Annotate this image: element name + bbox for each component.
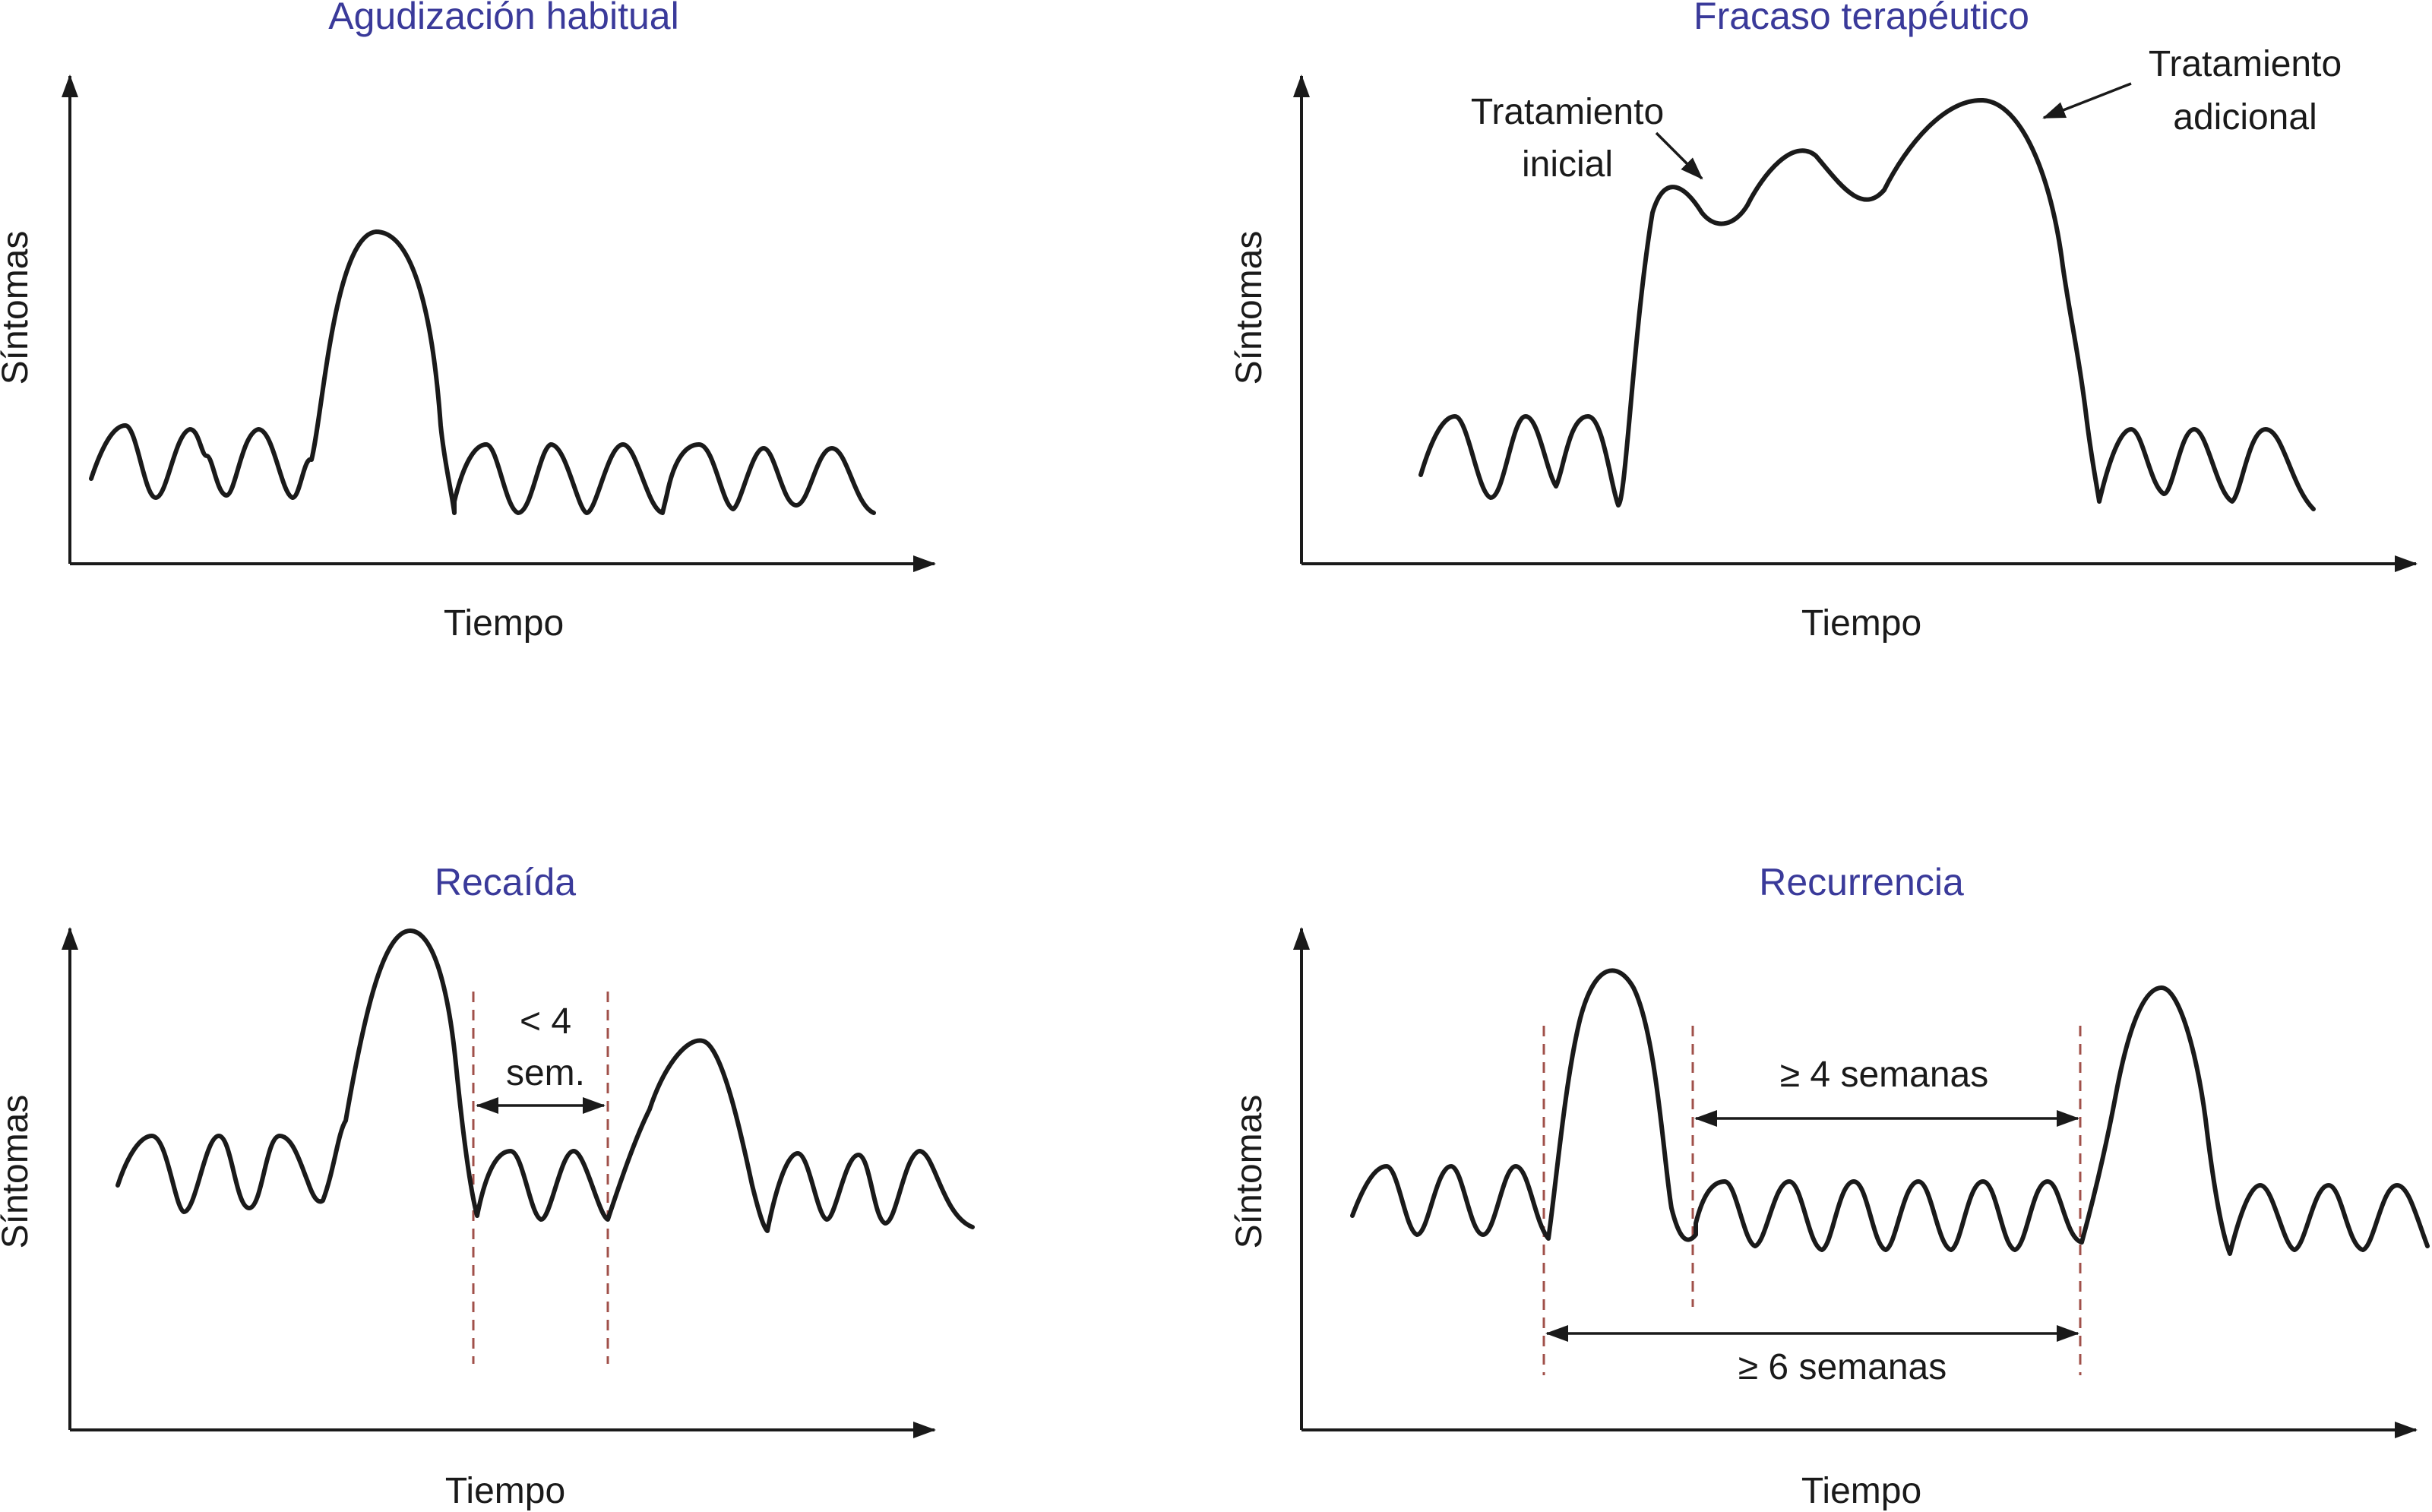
- relapse-interval-label-line1: < 4: [520, 1001, 571, 1042]
- outer-interval-label: ≥ 6 semanas: [1738, 1347, 1947, 1387]
- annotation-additional-treatment-line2: adicional: [2173, 97, 2317, 138]
- symptom-curve: [115, 928, 975, 1233]
- y-axis-label: Síntomas: [0, 1095, 36, 1249]
- panel-recurrence: Recurrencia Síntomas Tiempo ≥ 4 semanas …: [1229, 861, 2430, 1511]
- relapse-interval-label-line2: sem.: [506, 1053, 585, 1093]
- panel-usual-exacerbation: Agudización habitual Síntomas Tiempo: [0, 0, 936, 644]
- symptom-curve: [89, 229, 876, 515]
- panel-title: Fracaso terapéutico: [1694, 0, 2029, 37]
- panel-title: Recaída: [435, 861, 576, 903]
- annotation-initial-treatment-line1: Tratamiento: [1471, 92, 1664, 132]
- arrow-to-initial-treatment: [1655, 131, 1703, 180]
- x-axis-label: Tiempo: [1801, 603, 1921, 644]
- panel-title: Agudización habitual: [328, 0, 678, 37]
- symptom-curve: [1350, 968, 2430, 1256]
- x-axis-label: Tiempo: [444, 603, 564, 644]
- x-axis-label: Tiempo: [445, 1471, 565, 1511]
- symptom-curve: [1418, 97, 2316, 511]
- annotation-initial-treatment-line2: inicial: [1522, 144, 1613, 185]
- annotation-additional-treatment-line1: Tratamiento: [2149, 44, 2342, 84]
- y-axis-label: Síntomas: [1229, 1095, 1270, 1249]
- arrow-to-additional-treatment: [2042, 82, 2132, 119]
- y-axis-label: Síntomas: [1229, 231, 1270, 385]
- x-axis-label: Tiempo: [1801, 1471, 1921, 1511]
- inner-interval-label: ≥ 4 semanas: [1780, 1055, 1988, 1095]
- y-axis-label: Síntomas: [0, 231, 36, 385]
- panel-title: Recurrencia: [1759, 861, 1964, 903]
- panel-treatment-failure: Fracaso terapéutico Síntomas Tiempo Trat…: [1229, 0, 2418, 644]
- panel-relapse: Recaída Síntomas Tiempo < 4 sem.: [0, 861, 975, 1511]
